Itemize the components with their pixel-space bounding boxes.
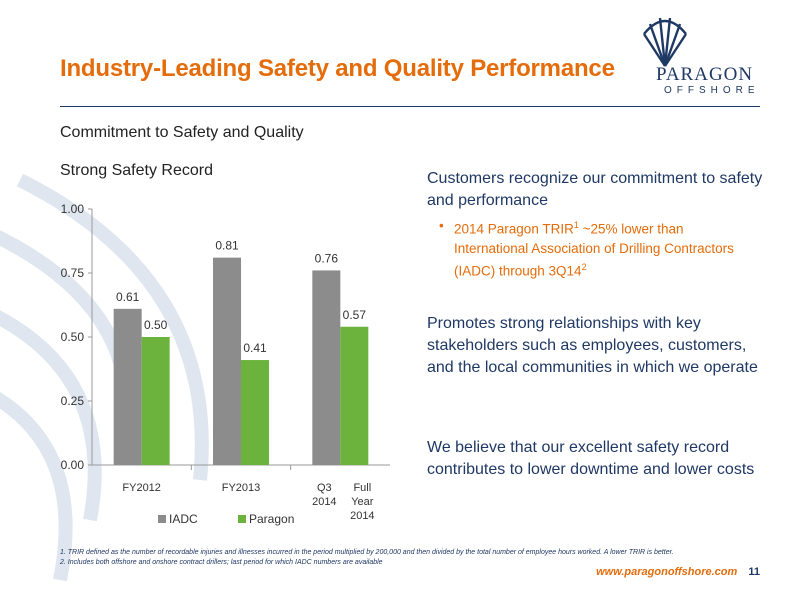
slide-title: Industry-Leading Safety and Quality Perf… <box>60 55 615 82</box>
bullet-dot: • <box>439 218 444 233</box>
x-tick-label: Q3 <box>317 482 332 494</box>
bar-paragon <box>241 360 269 465</box>
title-divider <box>60 106 760 107</box>
footnote-1: 1. TRIR defined as the number of recorda… <box>60 549 674 556</box>
logo-name: PARAGON <box>656 64 754 85</box>
logo-subtitle: OFFSHORE <box>664 85 760 96</box>
section-heading: Commitment to Safety and Quality <box>60 124 304 141</box>
y-tick-label: 0.75 <box>61 266 85 280</box>
bullet-text-b: ~25% lower than International Associatio… <box>454 221 734 279</box>
x-tick-label: 2014 <box>350 510 374 522</box>
x-tick-label: Year <box>351 496 374 508</box>
legend-swatch-iadc <box>158 515 166 523</box>
x-tick-label: FY2013 <box>222 482 261 494</box>
safety-bar-chart: 0.00 0.25 0.50 0.75 1.00 0.61 0.50 FY2012 0.81 0.… <box>61 202 390 526</box>
y-tick-label: 0.50 <box>61 330 85 344</box>
bar-iadc <box>113 308 142 465</box>
x-tick-label: Full <box>353 482 371 494</box>
data-label: 0.81 <box>215 239 239 253</box>
footnote-ref-2: 2 <box>581 261 587 272</box>
paragraph-customers: Customers recognize our commitment to sa… <box>427 170 763 209</box>
y-tick-label: 1.00 <box>61 202 85 216</box>
y-tick-label: 0.00 <box>61 458 85 472</box>
y-tick-label: 0.25 <box>61 394 85 408</box>
bullet-trir: • 2014 Paragon TRIR1 ~25% lower than Int… <box>439 216 754 280</box>
footer: www.paragonoffshore.com 11 <box>596 566 760 578</box>
page-number: 11 <box>748 566 760 578</box>
paragraph-relationships: Promotes strong relationships with key s… <box>427 315 758 376</box>
x-tick-label: FY2012 <box>122 482 161 494</box>
shell-logo-icon <box>642 17 688 67</box>
footnote-ref-1: 1 <box>573 220 579 230</box>
chart-heading: Strong Safety Record <box>60 162 213 179</box>
paragon-logo: PARAGON OFFSHORE <box>640 14 770 96</box>
bullet-text-a: 2014 Paragon TRIR <box>454 221 574 237</box>
data-label: 0.41 <box>243 341 267 355</box>
paragraph-downtime: We believe that our excellent safety rec… <box>427 439 755 478</box>
data-label: 0.50 <box>144 318 168 332</box>
bar-paragon <box>340 326 369 465</box>
bar-iadc <box>213 257 241 465</box>
legend-label-iadc: IADC <box>169 512 198 526</box>
footer-url[interactable]: www.paragonoffshore.com <box>596 566 738 578</box>
legend-label-paragon: Paragon <box>249 512 294 526</box>
bar-iadc <box>312 270 341 465</box>
legend-swatch-paragon <box>238 515 246 523</box>
data-label: 0.61 <box>116 290 140 304</box>
data-label: 0.76 <box>315 251 339 265</box>
footnote-2: 2. Includes both offshore and onshore co… <box>60 559 383 566</box>
footnotes: 1. TRIR defined as the number of recorda… <box>60 548 674 568</box>
data-label: 0.57 <box>343 308 367 322</box>
x-tick-label: 2014 <box>312 496 336 508</box>
bar-paragon <box>141 337 170 465</box>
